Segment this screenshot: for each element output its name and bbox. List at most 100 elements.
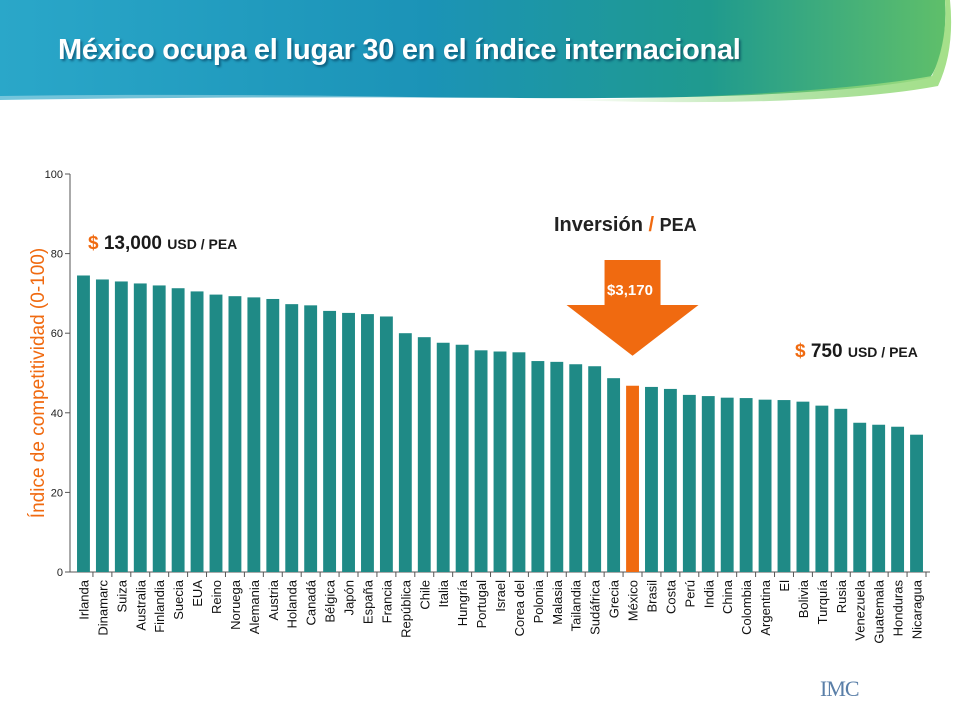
x-category-label: Canadá [304, 579, 319, 625]
investment-label: Inversión [554, 214, 643, 236]
bar-22 [493, 351, 507, 572]
investment-per-pea-label: Inversión / PEA [554, 214, 697, 237]
bar-32 [682, 394, 696, 572]
bar-41 [853, 422, 867, 572]
bar-15 [361, 314, 374, 572]
bar-34 [720, 397, 734, 572]
bar-6 [190, 291, 204, 572]
x-category-label: Reino [209, 580, 224, 614]
low-investment-unit: USD / PEA [847, 344, 918, 360]
high-investment-unit: USD / PEA [167, 236, 238, 252]
bar-0 [77, 275, 90, 572]
y-axis-title: Índice de competitividad (0-100) [28, 248, 49, 518]
x-category-label: Colombia [739, 579, 754, 635]
x-category-label: México [626, 580, 641, 621]
bar-31 [663, 388, 677, 572]
x-category-label: Alemania [247, 579, 262, 634]
bar-8 [228, 296, 242, 572]
bar-11 [285, 304, 299, 572]
bar-35 [739, 398, 753, 572]
bar-40 [834, 408, 848, 572]
down-arrow-icon [566, 260, 699, 356]
y-tick-label: 60 [51, 328, 63, 340]
x-category-label: Hungría [455, 579, 470, 626]
bar-1 [95, 279, 109, 572]
x-category-label: Rusia [834, 579, 849, 613]
investment-slash: / [648, 214, 655, 236]
x-category-label: Argentina [758, 579, 773, 635]
y-tick-label: 80 [51, 249, 63, 261]
x-category-label: Sudáfrica [588, 579, 603, 635]
bar-33 [701, 396, 715, 572]
bar-21 [474, 350, 488, 572]
x-category-label: India [701, 579, 716, 608]
high-dollar-sign: $ [88, 233, 99, 254]
x-category-label: Grecia [607, 579, 622, 618]
bar-42 [872, 424, 886, 572]
x-category-label: Holanda [285, 579, 300, 628]
bar-43 [891, 426, 905, 572]
bar-25 [550, 361, 564, 572]
bar-14 [342, 312, 355, 572]
x-category-label: Israel [493, 580, 508, 612]
bar-10 [266, 298, 280, 572]
x-category-label: Costa [663, 579, 678, 614]
bar-23 [512, 352, 526, 572]
x-category-label: China [720, 579, 735, 614]
x-category-label: Noruega [228, 579, 243, 630]
low-investment-value: 750 [810, 341, 843, 362]
x-category-label: Turquía [815, 579, 830, 624]
x-category-label: Austria [266, 579, 281, 620]
bar-19 [436, 342, 450, 572]
x-category-label: Tailandia [569, 579, 584, 631]
bar-3 [133, 283, 147, 572]
x-category-label: España [360, 579, 375, 624]
bar-44 [910, 434, 923, 572]
x-category-label: Honduras [891, 580, 906, 637]
x-category-label: Malasia [550, 579, 565, 625]
low-investment-annotation: $ 750 USD / PEA [795, 341, 918, 363]
bar-38 [796, 401, 810, 572]
mexico-investment-value: $3,170 [607, 282, 653, 299]
high-investment-annotation: $ 13,000 USD / PEA [88, 233, 237, 255]
bar-37 [777, 400, 791, 572]
imc-logo: IMC [820, 676, 860, 701]
x-category-label: Bolivia [796, 579, 811, 618]
bar-28 [607, 378, 621, 572]
y-tick-label: 20 [51, 487, 63, 499]
bar-4 [152, 285, 166, 572]
x-category-label: Finlandia [152, 579, 167, 633]
bar-26 [569, 364, 583, 572]
x-category-label: Perú [682, 580, 697, 607]
x-category-label: Suiza [114, 579, 129, 612]
x-category-label: Suecia [171, 579, 186, 620]
bar-12 [304, 305, 318, 572]
bar-16 [379, 316, 393, 572]
bar-17 [398, 333, 412, 572]
x-category-label: Bélgica [323, 579, 338, 622]
high-investment-value: 13,000 [103, 233, 162, 254]
bar-20 [455, 344, 469, 572]
bar-36 [758, 399, 772, 572]
bar-27 [588, 366, 602, 572]
title-banner [0, 0, 952, 106]
bar-2 [114, 281, 128, 572]
bar-5 [171, 288, 185, 572]
x-category-label: Corea del [512, 580, 527, 636]
x-category-label: Nicaragua [910, 579, 925, 639]
x-category-label: Chile [417, 580, 432, 610]
bar-13 [323, 310, 337, 572]
y-tick-label: 40 [51, 408, 63, 420]
bar-24 [531, 361, 545, 572]
bar-18 [417, 337, 431, 572]
bar-29 [626, 385, 639, 572]
investment-unit: PEA [659, 215, 697, 235]
low-dollar-sign: $ [795, 341, 806, 362]
bar-9 [247, 297, 261, 572]
x-category-label: Italia [436, 579, 451, 607]
x-category-label: Japón [342, 580, 357, 615]
bar-39 [815, 405, 829, 572]
x-category-label: Dinamarc [95, 580, 110, 636]
x-category-label: Australia [133, 579, 148, 630]
